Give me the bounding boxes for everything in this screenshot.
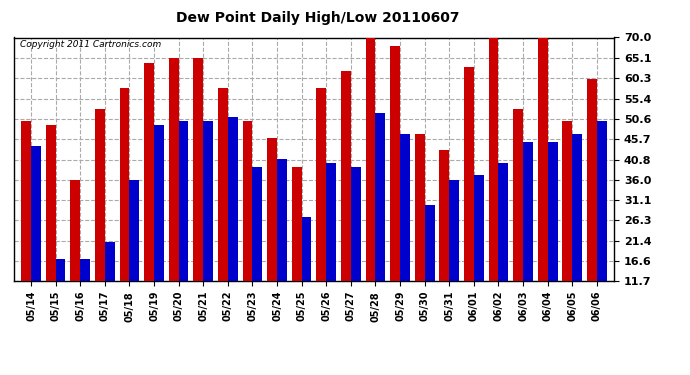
Bar — [523, 142, 533, 330]
Bar — [326, 163, 336, 330]
Bar — [31, 146, 41, 330]
Bar — [277, 159, 287, 330]
Bar — [228, 117, 237, 330]
Bar — [498, 163, 509, 330]
Bar — [144, 63, 154, 330]
Bar — [56, 259, 66, 330]
Bar — [449, 180, 459, 330]
Bar — [130, 180, 139, 330]
Bar — [317, 88, 326, 330]
Bar — [351, 167, 361, 330]
Bar — [538, 38, 548, 330]
Bar — [548, 142, 558, 330]
Bar — [474, 176, 484, 330]
Bar — [253, 167, 262, 330]
Bar — [95, 109, 105, 330]
Bar — [21, 121, 31, 330]
Bar — [366, 33, 375, 330]
Bar — [464, 67, 474, 330]
Bar — [440, 150, 449, 330]
Bar — [119, 88, 130, 330]
Bar — [375, 113, 385, 330]
Bar — [80, 259, 90, 330]
Text: Dew Point Daily High/Low 20110607: Dew Point Daily High/Low 20110607 — [176, 11, 459, 25]
Bar — [562, 121, 572, 330]
Bar — [302, 217, 311, 330]
Bar — [105, 242, 115, 330]
Bar — [341, 71, 351, 330]
Bar — [204, 121, 213, 330]
Bar — [587, 79, 597, 330]
Bar — [179, 121, 188, 330]
Bar — [193, 58, 204, 330]
Bar — [70, 180, 80, 330]
Bar — [154, 125, 164, 330]
Bar — [424, 205, 435, 330]
Bar — [400, 134, 410, 330]
Bar — [218, 88, 228, 330]
Bar — [415, 134, 424, 330]
Bar — [292, 167, 302, 330]
Bar — [267, 138, 277, 330]
Bar — [513, 109, 523, 330]
Bar — [597, 121, 607, 330]
Bar — [46, 125, 56, 330]
Bar — [391, 46, 400, 330]
Text: Copyright 2011 Cartronics.com: Copyright 2011 Cartronics.com — [20, 40, 161, 49]
Bar — [169, 58, 179, 330]
Bar — [489, 38, 498, 330]
Bar — [243, 121, 253, 330]
Bar — [572, 134, 582, 330]
